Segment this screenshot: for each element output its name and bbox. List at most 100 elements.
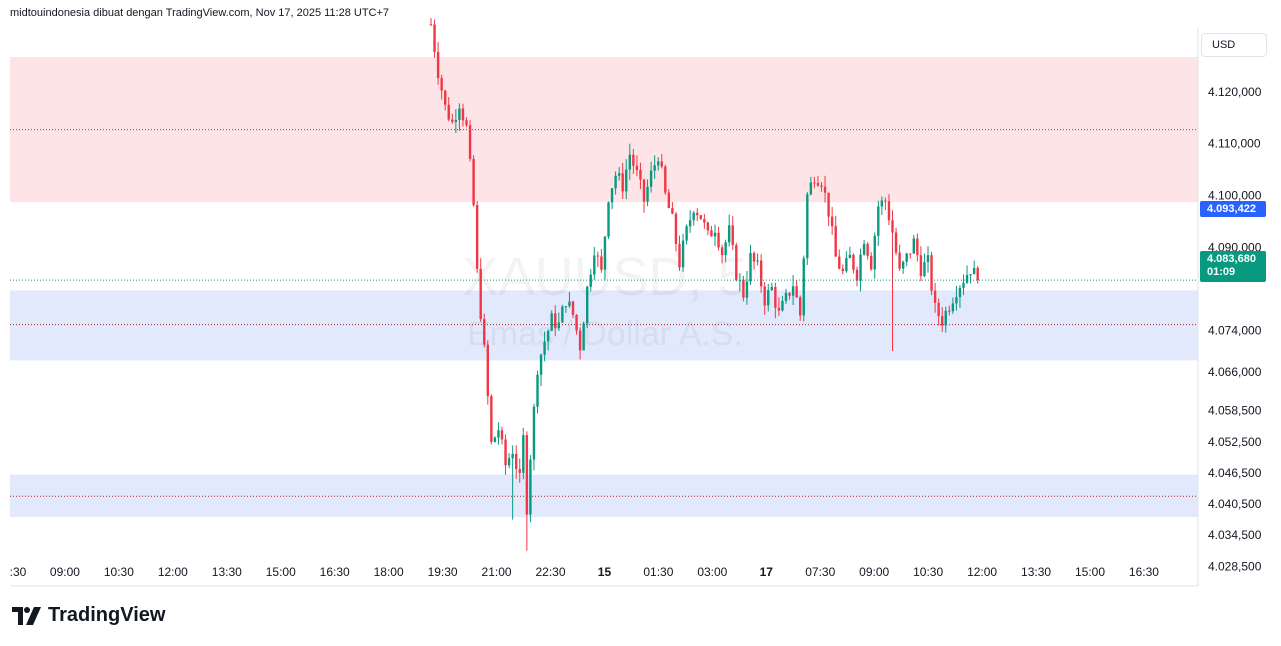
candle-body xyxy=(958,287,962,298)
candle-body xyxy=(951,303,955,312)
currency-button[interactable]: USD xyxy=(1201,33,1267,57)
time-tick-label: 16:30 xyxy=(320,565,350,579)
candle-body xyxy=(497,430,500,438)
candle-body xyxy=(660,161,663,167)
candle-body xyxy=(674,213,678,245)
candle-body xyxy=(898,252,901,269)
candle-body xyxy=(571,301,575,315)
candle-body xyxy=(468,125,472,159)
time-tick-label: 18:00 xyxy=(374,565,404,579)
candle-body xyxy=(965,275,969,283)
candle-body xyxy=(444,90,447,105)
time-tick-label: 13:30 xyxy=(1021,565,1051,579)
support-zone-1 xyxy=(10,290,1198,361)
price-tick-label: 4.074,000 xyxy=(1208,323,1262,337)
candle-body xyxy=(859,254,862,281)
candle-body xyxy=(749,252,752,282)
candle-body xyxy=(433,24,436,52)
candle-body xyxy=(639,169,642,180)
last-price-label: 4.083,680 01:09 xyxy=(1200,251,1266,282)
candle-body xyxy=(795,286,798,298)
candle-body xyxy=(870,255,873,270)
candle-body xyxy=(717,232,720,248)
time-tick-label: 12:00 xyxy=(158,565,188,579)
watermark-description: Emas / Dollar A.S. xyxy=(467,315,743,353)
candle-body xyxy=(969,274,972,276)
candle-body xyxy=(781,300,784,311)
candle-body xyxy=(809,182,813,195)
candle-body xyxy=(561,306,564,323)
candle-body xyxy=(586,286,589,324)
price-tick-label: 4.052,500 xyxy=(1208,435,1262,449)
candles-layer xyxy=(429,17,979,551)
candle-body xyxy=(770,287,773,290)
tradingview-logo[interactable]: TradingView xyxy=(12,604,165,627)
time-axis[interactable]: :30 09:00 10:30 12:00 13:30 15:00 16:30 18:00 19… xyxy=(10,565,1160,579)
chart-attribution-header: midtouindonesia dibuat dengan TradingVie… xyxy=(10,7,390,19)
candle-body xyxy=(578,330,582,351)
candle-body xyxy=(848,254,852,259)
time-tick-label: 01:30 xyxy=(643,565,673,579)
candle-body xyxy=(490,396,493,442)
candle-body xyxy=(713,232,717,237)
candle-body xyxy=(799,297,802,316)
time-tick-label: 10:30 xyxy=(913,565,943,579)
candle-body xyxy=(703,219,706,223)
candle-body xyxy=(539,354,543,375)
price-tick-label: 4.046,500 xyxy=(1208,466,1262,480)
candle-body xyxy=(511,453,514,459)
candle-body xyxy=(696,212,699,216)
time-tick-label: 09:00 xyxy=(859,565,889,579)
candle-body xyxy=(461,108,465,121)
candle-body xyxy=(518,468,521,473)
tradingview-logo-icon xyxy=(12,606,41,625)
candle-body xyxy=(728,225,731,243)
candle-body xyxy=(554,313,557,329)
candle-body xyxy=(905,253,908,262)
candle-body xyxy=(617,173,621,176)
candle-body xyxy=(465,120,468,126)
candle-body xyxy=(852,254,855,270)
candle-body xyxy=(820,185,823,187)
price-tick-label: 4.028,500 xyxy=(1208,559,1262,573)
candle-body xyxy=(877,206,880,236)
candle-body xyxy=(841,268,844,272)
candle-body xyxy=(742,279,745,298)
candle-body xyxy=(536,374,539,407)
candle-body xyxy=(692,212,695,221)
candle-body xyxy=(909,253,912,255)
candle-body xyxy=(515,453,518,469)
candle-body xyxy=(866,243,869,256)
price-tick-label: 4.066,000 xyxy=(1208,365,1262,379)
price-axis[interactable]: 4.120,000 4.110,000 4.100,000 4.090,000 4.07… xyxy=(1208,85,1262,574)
candle-body xyxy=(756,260,759,262)
candle-body xyxy=(891,220,894,233)
time-tick-label: 22:30 xyxy=(535,565,565,579)
candle-body xyxy=(916,238,919,256)
candle-body xyxy=(763,286,766,306)
candle-body xyxy=(546,330,550,342)
candle-body xyxy=(458,108,461,120)
candle-body xyxy=(912,238,915,254)
candle-body xyxy=(731,225,734,246)
time-tick-label: 21:00 xyxy=(482,565,512,579)
candle-body xyxy=(710,230,713,237)
candle-body xyxy=(699,215,702,220)
candle-body xyxy=(607,202,610,237)
candle-body xyxy=(720,247,724,256)
highlight-price-label: 4.093,422 xyxy=(1200,201,1266,217)
candle-body xyxy=(887,201,891,221)
candle-body xyxy=(671,208,674,214)
candle-body xyxy=(447,104,450,120)
candle-body xyxy=(429,24,433,26)
price-chart[interactable]: XAUUSD, 5 Emas / Dollar A.S. 4.120,0004.… xyxy=(0,0,1281,600)
candle-body xyxy=(788,292,791,296)
candle-body xyxy=(823,186,827,193)
candle-body xyxy=(724,242,727,256)
candle-body xyxy=(614,175,617,189)
candle-body xyxy=(475,205,479,269)
candle-body xyxy=(557,322,560,329)
time-tick-label: :30 xyxy=(10,565,27,579)
candle-body xyxy=(575,314,578,331)
candle-body xyxy=(834,226,837,257)
